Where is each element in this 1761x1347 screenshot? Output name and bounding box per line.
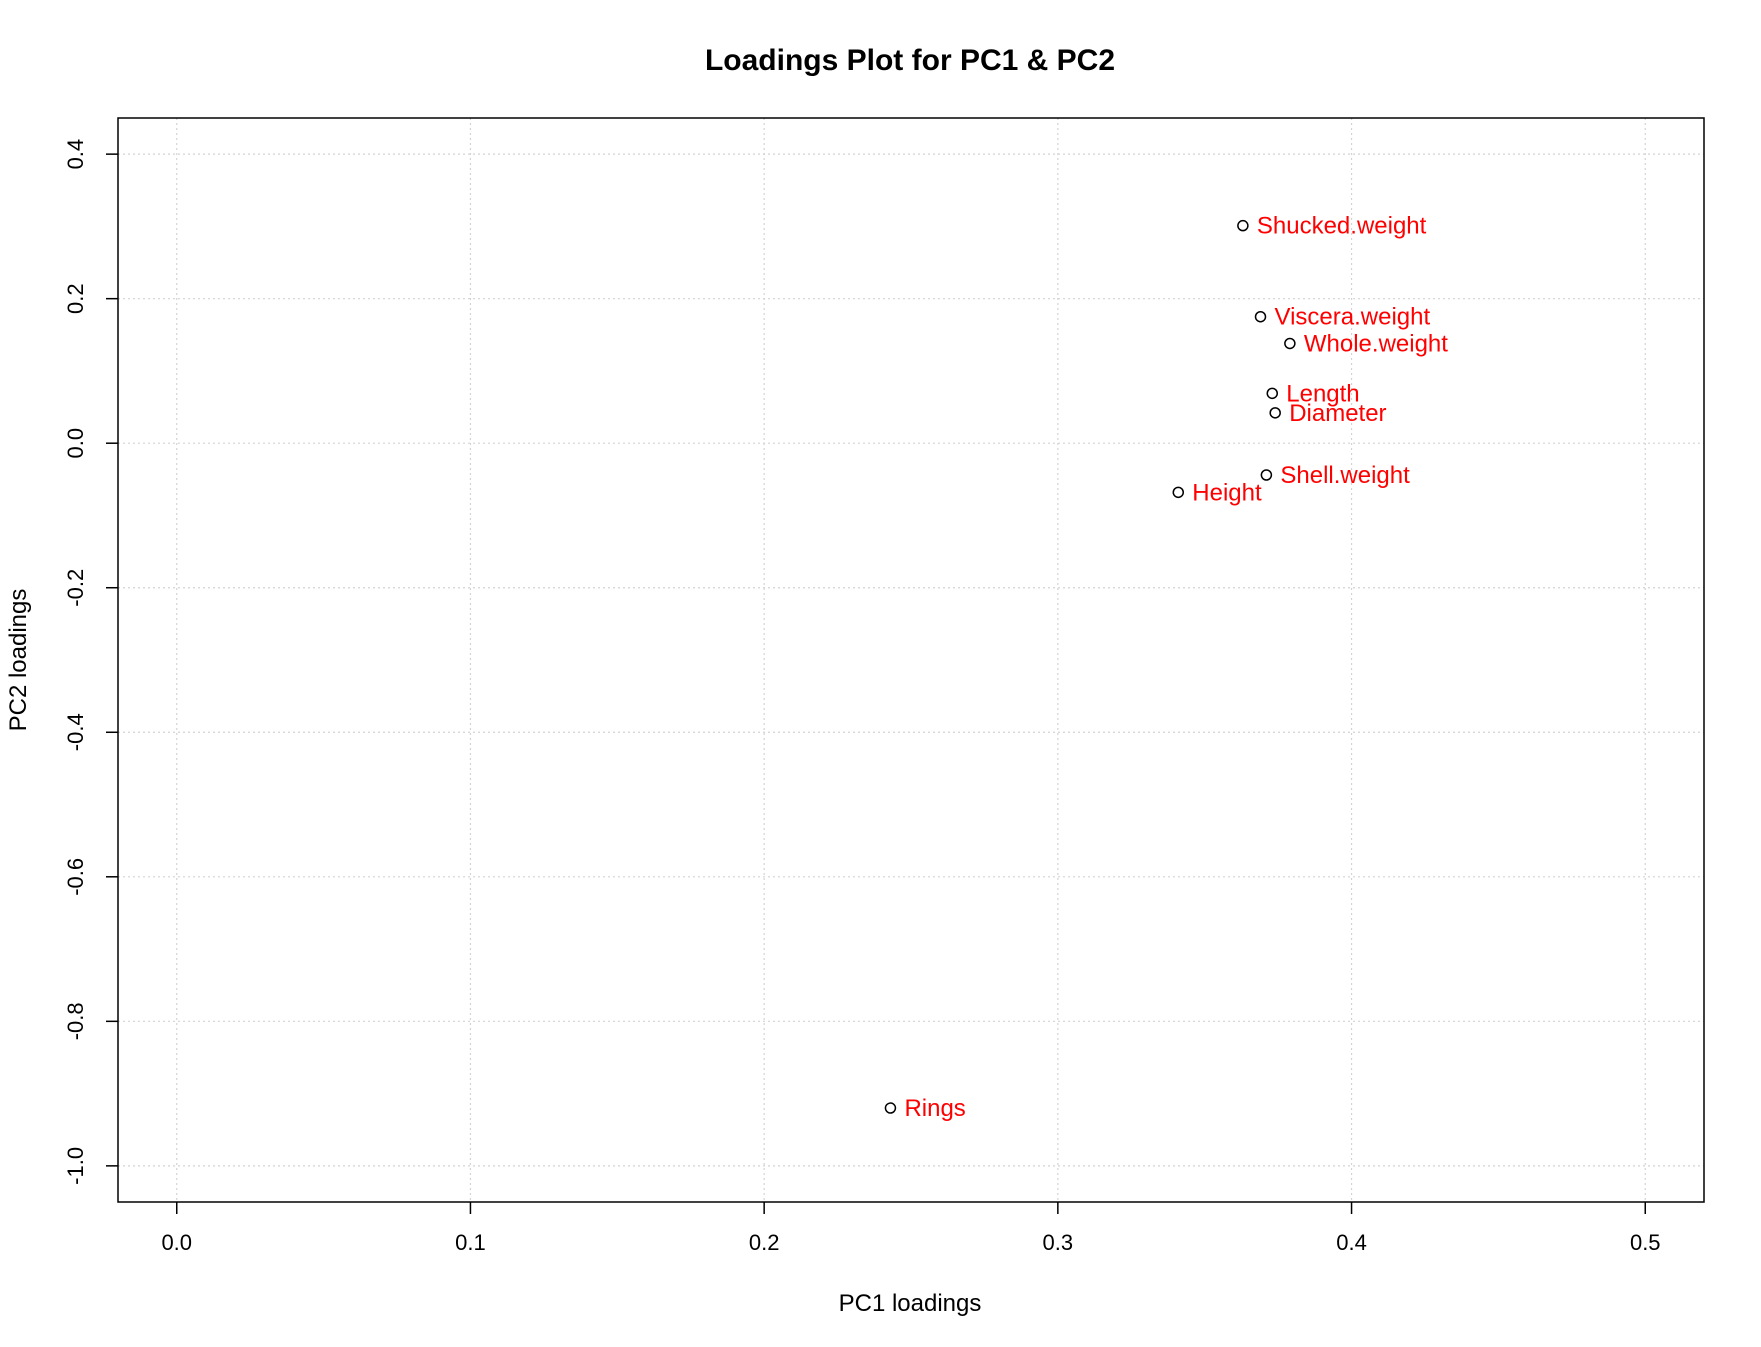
x-tick-label: 0.5 <box>1630 1230 1661 1255</box>
data-point <box>1266 387 1279 400</box>
data-point <box>1172 486 1185 499</box>
y-tick-label: 0.2 <box>63 283 88 314</box>
point-label: Viscera.weight <box>1275 304 1431 331</box>
grid <box>118 118 1704 1202</box>
x-tick-label: 0.1 <box>455 1230 486 1255</box>
point-label: Shucked.weight <box>1257 213 1427 240</box>
y-tick-label: 0.0 <box>63 428 88 459</box>
y-tick-label: 0.4 <box>63 139 88 170</box>
chart-title: Loadings Plot for PC1 & PC2 <box>705 44 1115 77</box>
point-label: Height <box>1192 479 1262 506</box>
y-axis: -1.0 -0.8 -0.6 -0.4 -0.2 0.0 0.2 0.4 <box>63 139 118 1185</box>
data-point <box>1269 407 1281 419</box>
x-axis-label: PC1 loadings <box>839 1290 982 1317</box>
data-point <box>1260 469 1273 481</box>
y-tick-label: -0.4 <box>63 713 88 751</box>
x-tick-label: 0.2 <box>749 1230 780 1255</box>
data-point <box>884 1102 897 1114</box>
data-point <box>1254 310 1267 323</box>
y-tick-label: -0.8 <box>63 1002 88 1040</box>
x-tick-label: 0.0 <box>161 1230 192 1255</box>
x-tick-label: 0.3 <box>1043 1230 1074 1255</box>
x-tick-label: 0.4 <box>1336 1230 1367 1255</box>
point-label: Rings <box>904 1095 965 1122</box>
y-tick-label: -0.2 <box>63 569 88 607</box>
data-point <box>1284 337 1296 350</box>
data-point <box>1237 219 1249 232</box>
y-axis-label: PC2 loadings <box>5 589 32 732</box>
point-label: Whole.weight <box>1304 330 1448 357</box>
point-label: Diameter <box>1289 400 1386 427</box>
y-tick-label: -0.6 <box>63 858 88 896</box>
y-tick-label: -1.0 <box>63 1147 88 1185</box>
plot-frame <box>117 117 1705 1203</box>
point-label: Shell.weight <box>1280 462 1410 489</box>
x-axis: 0.0 0.1 0.2 0.3 0.4 0.5 <box>161 1202 1661 1255</box>
point-label: Length <box>1286 380 1359 407</box>
data-points: Shucked.weight Viscera.weightWhole.weight… <box>884 213 1448 1122</box>
